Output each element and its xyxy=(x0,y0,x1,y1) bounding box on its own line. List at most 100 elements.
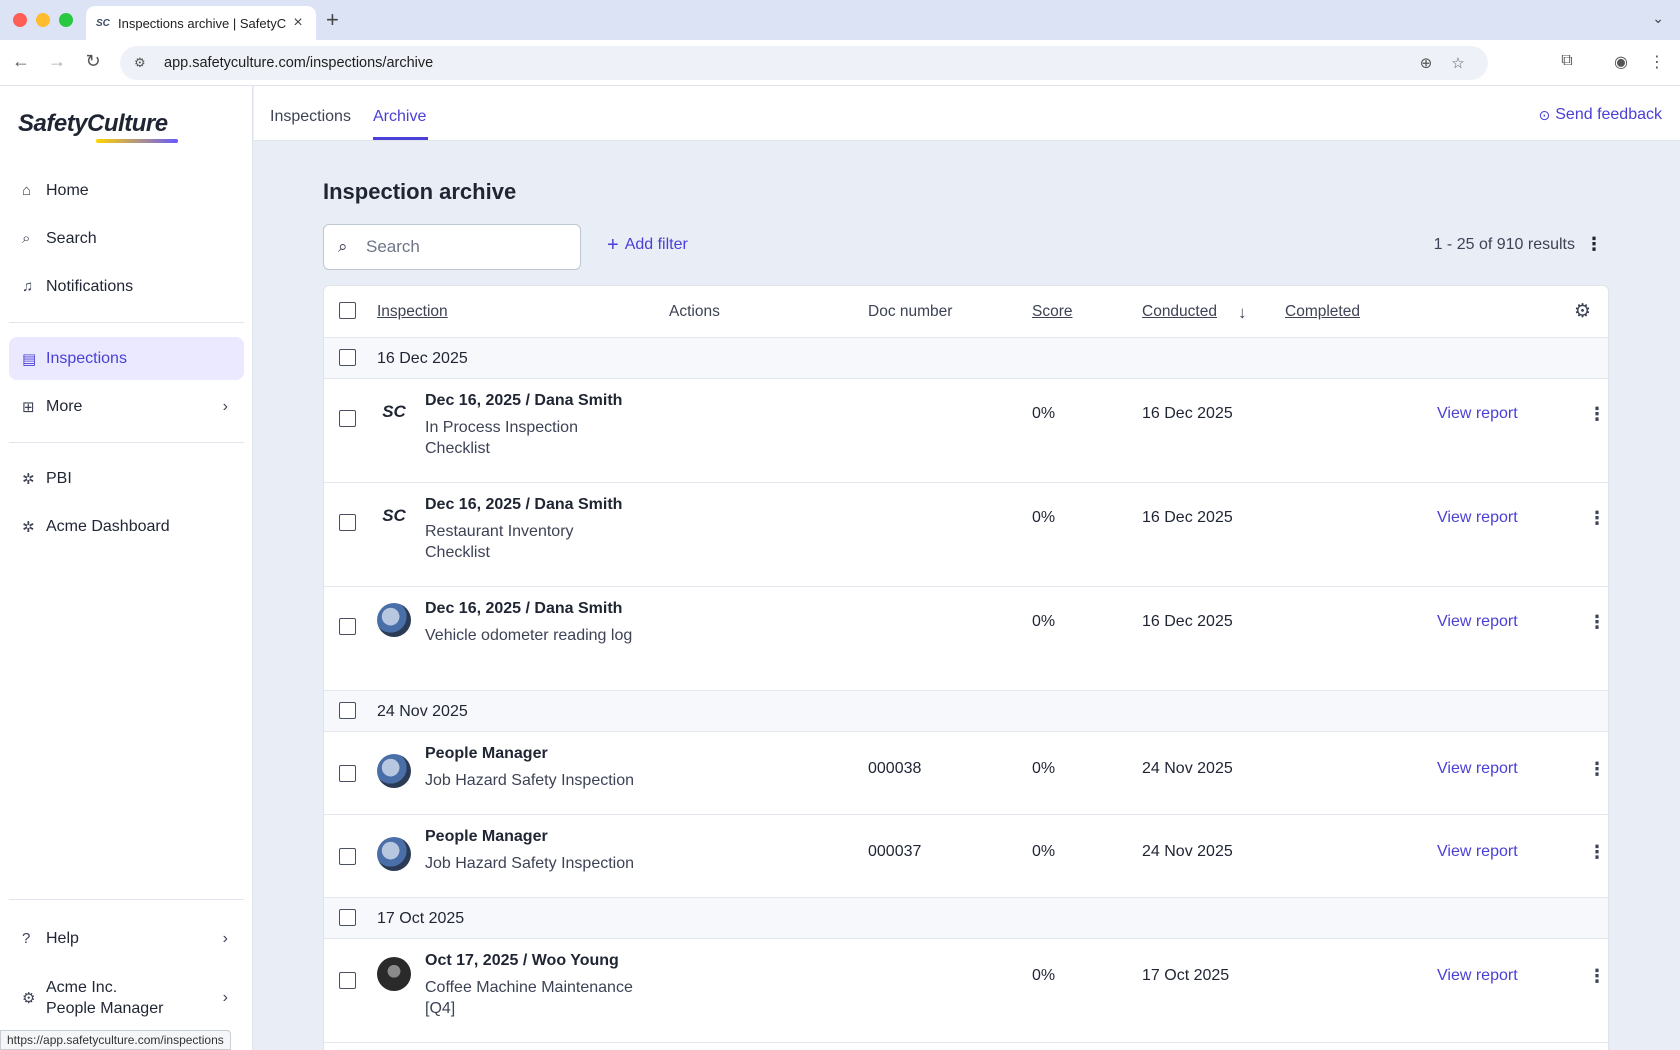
sidebar-item-notifications[interactable]: ♫ Notifications xyxy=(9,265,244,308)
new-tab-icon[interactable]: + xyxy=(326,7,339,32)
close-window-button[interactable] xyxy=(13,13,27,27)
inspection-template: Coffee Machine Maintenance [Q4] xyxy=(425,979,633,1017)
row-menu-icon[interactable]: ⋮ xyxy=(1588,612,1606,632)
conducted-date: 16 Dec 2025 xyxy=(1142,509,1233,526)
group-checkbox[interactable] xyxy=(339,702,356,719)
add-filter-button[interactable]: + Add filter xyxy=(607,234,688,257)
chevron-right-icon: › xyxy=(222,929,228,947)
back-arrow-icon[interactable]: ← xyxy=(12,51,30,71)
inspection-template: In Process Inspection Checklist xyxy=(425,419,578,457)
sidebar-item-inspections[interactable]: ▤ Inspections xyxy=(9,337,244,380)
group-checkbox[interactable] xyxy=(339,349,356,366)
row-menu-icon[interactable]: ⋮ xyxy=(1588,842,1606,862)
close-tab-icon[interactable]: × xyxy=(293,14,303,31)
zoom-icon[interactable]: ⊕ xyxy=(1419,55,1433,72)
group-date-label: 16 Dec 2025 xyxy=(377,350,468,367)
table-row[interactable]: People Manager Job Hazard Safety Inspect… xyxy=(324,815,1608,897)
table-row[interactable]: People Manager Job Hazard Safety Inspect… xyxy=(324,732,1608,814)
view-report-link[interactable]: View report xyxy=(1437,843,1518,860)
sidebar-divider xyxy=(9,442,244,443)
minimize-window-button[interactable] xyxy=(36,13,50,27)
conducted-date: 24 Nov 2025 xyxy=(1142,843,1233,860)
sidebar-item-search[interactable]: ⌕ Search xyxy=(9,217,244,260)
tab-archive[interactable]: Archive xyxy=(373,108,427,125)
sidebar-item-home[interactable]: ⌂ Home xyxy=(9,169,244,212)
tab-inspections[interactable]: Inspections xyxy=(270,108,351,125)
sidebar-item-acme-dashboard[interactable]: ✲ Acme Dashboard xyxy=(9,505,244,548)
reload-icon[interactable]: ↻ xyxy=(85,51,101,71)
table-row[interactable]: Oct 17, 2025 / Woo Young Coffee Machine … xyxy=(324,939,1608,1042)
inspection-title: People Manager xyxy=(425,745,548,762)
select-all-checkbox[interactable] xyxy=(339,302,356,319)
view-report-link[interactable]: View report xyxy=(1437,967,1518,984)
favicon-icon: SC xyxy=(96,17,110,29)
sidebar-item-label: Home xyxy=(46,181,89,199)
row-menu-icon[interactable]: ⋮ xyxy=(1588,759,1606,779)
browser-menu-icon[interactable]: ⋮ xyxy=(1649,54,1665,71)
bookmark-star-icon[interactable]: ☆ xyxy=(1451,55,1465,72)
sort-arrow-down-icon[interactable]: ↓ xyxy=(1238,303,1247,322)
table-row[interactable]: SC Dec 16, 2025 / Dana Smith Restaurant … xyxy=(324,483,1608,586)
group-checkbox[interactable] xyxy=(339,909,356,926)
row-checkbox[interactable] xyxy=(339,972,356,989)
view-report-link[interactable]: View report xyxy=(1437,509,1518,526)
column-header-inspection[interactable]: Inspection xyxy=(377,303,448,320)
chevron-right-icon: › xyxy=(222,989,228,1006)
inspection-title: Dec 16, 2025 / Dana Smith xyxy=(425,600,623,617)
browser-tab-title: Inspections archive | SafetyC xyxy=(118,15,287,31)
avatar: SC xyxy=(377,395,411,429)
view-report-link[interactable]: View report xyxy=(1437,613,1518,630)
send-feedback-link[interactable]: ⊙ Send feedback xyxy=(1539,106,1662,124)
sidebar-item-pbi[interactable]: ✲ PBI xyxy=(9,457,244,500)
sidebar-item-more[interactable]: ⊞ More › xyxy=(9,385,244,428)
column-header-completed[interactable]: Completed xyxy=(1285,303,1360,320)
row-checkbox[interactable] xyxy=(339,765,356,782)
profile-icon[interactable]: ◉ xyxy=(1614,54,1628,71)
column-header-conducted[interactable]: Conducted xyxy=(1142,303,1217,320)
table-settings-gear-icon[interactable]: ⚙ xyxy=(1574,301,1592,322)
row-checkbox[interactable] xyxy=(339,618,356,635)
score: 0% xyxy=(1032,843,1056,860)
view-report-link[interactable]: View report xyxy=(1437,405,1518,422)
row-checkbox[interactable] xyxy=(339,514,356,531)
tab-search-chevron-icon[interactable]: ⌄ xyxy=(1652,10,1664,26)
results-count: 1 - 25 of 910 results xyxy=(1433,236,1575,253)
group-date-label: 24 Nov 2025 xyxy=(377,703,468,720)
address-bar[interactable]: ⚙ app.safetyculture.com/inspections/arch… xyxy=(120,46,1488,80)
clipboard-icon: ▤ xyxy=(22,350,37,368)
group-date-label: 17 Oct 2025 xyxy=(377,910,465,927)
doc-number: 000038 xyxy=(868,760,922,777)
search-box[interactable]: ⌕ xyxy=(323,224,581,270)
org-switcher[interactable]: ⚙ Acme Inc. People Manager › xyxy=(9,972,244,1024)
table-row[interactable]: Dec 16, 2025 / Dana Smith Vehicle odomet… xyxy=(324,587,1608,690)
address-url[interactable]: app.safetyculture.com/inspections/archiv… xyxy=(164,55,434,71)
row-checkbox[interactable] xyxy=(339,410,356,427)
forward-arrow-icon[interactable]: → xyxy=(48,51,66,71)
grid-icon: ⊞ xyxy=(22,398,35,416)
more-options-icon[interactable]: ⋮ xyxy=(1585,234,1603,254)
conducted-date: 16 Dec 2025 xyxy=(1142,405,1233,422)
browser-tab-active[interactable]: SC Inspections archive | SafetyC × xyxy=(86,6,316,40)
site-settings-icon[interactable]: ⚙ xyxy=(134,55,146,70)
row-divider xyxy=(324,731,1608,732)
column-header-score[interactable]: Score xyxy=(1032,303,1073,320)
inspection-title: Oct 17, 2025 / Woo Young xyxy=(425,952,619,969)
row-menu-icon[interactable]: ⋮ xyxy=(1588,966,1606,986)
avatar xyxy=(377,957,411,991)
extensions-icon[interactable]: ⧉ xyxy=(1561,52,1573,69)
sidebar-item-label: More xyxy=(46,397,83,415)
row-divider xyxy=(324,482,1608,483)
row-divider xyxy=(324,378,1608,379)
row-divider xyxy=(324,938,1608,939)
view-report-link[interactable]: View report xyxy=(1437,760,1518,777)
row-divider xyxy=(324,814,1608,815)
search-input[interactable] xyxy=(362,237,562,257)
row-menu-icon[interactable]: ⋮ xyxy=(1588,404,1606,424)
sidebar-item-help[interactable]: ? Help › xyxy=(9,917,244,960)
row-menu-icon[interactable]: ⋮ xyxy=(1588,508,1606,528)
table-row[interactable]: SC Dec 16, 2025 / Dana Smith In Process … xyxy=(324,379,1608,482)
maximize-window-button[interactable] xyxy=(59,13,73,27)
safetyculture-logo[interactable]: SafetyCulture xyxy=(18,110,168,137)
row-checkbox[interactable] xyxy=(339,848,356,865)
inspection-template: Job Hazard Safety Inspection xyxy=(425,772,635,789)
